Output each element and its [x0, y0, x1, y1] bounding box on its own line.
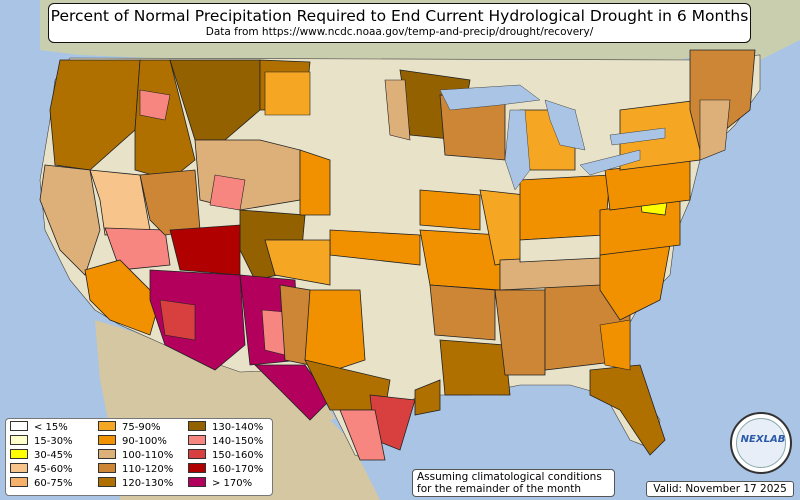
legend-item: 100-110% — [98, 449, 173, 462]
legend-item: 30-45% — [10, 449, 73, 462]
legend: < 15% 15-30% 30-45% 45-60% 60-75% 75-90%… — [5, 418, 273, 496]
region-iowa-orange — [419, 189, 481, 231]
region-florida — [589, 364, 666, 456]
legend-swatch — [188, 421, 206, 431]
page-subtitle: Data from https://www.ncdc.noaa.gov/temp… — [205, 26, 594, 38]
region-indiana-ohio — [519, 174, 611, 241]
lake-erie — [579, 149, 641, 176]
legend-item: 15-30% — [10, 435, 73, 448]
legend-swatch — [10, 421, 28, 431]
region-kentucky — [519, 234, 606, 263]
legend-swatch — [10, 477, 28, 487]
legend-swatch — [10, 463, 28, 473]
valid-date: Valid: November 17 2025 — [646, 481, 794, 497]
region-s-california — [84, 259, 161, 336]
assumption-note: Assuming climatological conditions for t… — [412, 469, 615, 497]
region-idaho-pink — [139, 89, 171, 121]
legend-swatch — [98, 435, 116, 445]
region-mississippi — [494, 289, 546, 376]
region-ne-tan — [699, 99, 731, 161]
legend-item: 130-140% — [188, 421, 263, 434]
legend-item: 75-90% — [98, 421, 161, 434]
legend-swatch — [98, 477, 116, 487]
lake-ontario — [609, 127, 666, 146]
logo-text: NEXLAB — [740, 434, 786, 445]
region-mn-tan — [384, 79, 411, 141]
legend-swatch — [188, 435, 206, 445]
legend-item: 120-130% — [98, 477, 173, 490]
lake-huron — [544, 99, 586, 151]
region-montana-w — [169, 59, 261, 141]
legend-swatch — [98, 449, 116, 459]
legend-item: 140-150% — [188, 435, 263, 448]
region-nevada-s — [104, 227, 171, 271]
legend-swatch — [10, 435, 28, 445]
region-e-texas — [414, 379, 441, 416]
legend-swatch — [188, 477, 206, 487]
legend-swatch — [10, 449, 28, 459]
legend-swatch — [98, 463, 116, 473]
legend-item: 160-170% — [188, 463, 263, 476]
region-s-texas-pink — [339, 409, 386, 461]
legend-item: 110-120% — [98, 463, 173, 476]
region-arkansas — [429, 284, 496, 341]
lake-michigan — [504, 109, 531, 191]
region-wyoming-pink — [209, 174, 246, 211]
region-nm-pink — [261, 309, 286, 356]
legend-item: 60-75% — [10, 477, 73, 490]
page-title: Percent of Normal Precipitation Required… — [50, 7, 749, 25]
region-utah-red — [169, 224, 241, 276]
region-n-plains-orange — [299, 149, 331, 216]
title-box: Percent of Normal Precipitation Required… — [48, 3, 751, 43]
legend-swatch — [98, 421, 116, 431]
legend-swatch — [188, 449, 206, 459]
legend-item: 45-60% — [10, 463, 73, 476]
legend-item: < 15% — [10, 421, 68, 434]
note-line-2: for the remainder of the month — [417, 483, 582, 495]
region-w-texas-magenta — [254, 364, 331, 421]
legend-swatch — [188, 463, 206, 473]
region-texas-panhandle — [304, 289, 366, 376]
region-s-plains-orange — [264, 239, 331, 286]
note-line-1: Assuming climatological conditions — [417, 471, 602, 483]
region-az-red — [159, 299, 196, 341]
legend-item: 150-160% — [188, 449, 263, 462]
nexlab-logo: NEXLAB — [730, 412, 792, 474]
region-missouri — [419, 229, 501, 291]
lake-superior — [439, 84, 541, 111]
region-louisiana — [439, 339, 511, 396]
legend-item: 90-100% — [98, 435, 167, 448]
region-n-dakota-orange — [264, 71, 311, 116]
region-sc-orange — [599, 319, 631, 371]
globe-icon — [736, 418, 786, 468]
legend-item: > 170% — [188, 477, 252, 490]
